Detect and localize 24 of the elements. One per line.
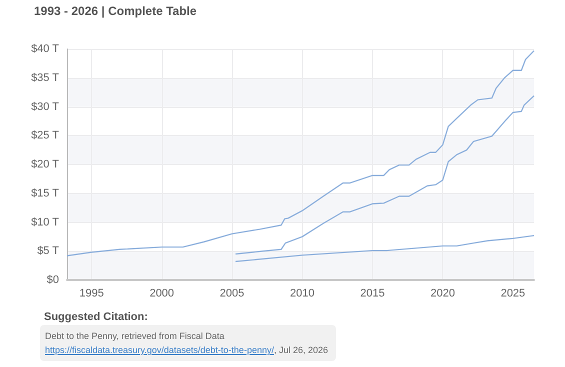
- x-tick-label: 2015: [360, 288, 385, 300]
- y-tick-label: $5 T: [37, 245, 60, 258]
- chart-title: 1993 - 2026 | Complete Table: [34, 4, 197, 18]
- y-tick-label: $0: [46, 274, 59, 286]
- x-tick-label: 2020: [430, 288, 455, 300]
- y-tick-label: $30 T: [31, 100, 60, 113]
- y-tick-label: $10 T: [31, 216, 60, 228]
- line-series: [234, 234, 535, 262]
- line-series: [234, 95, 535, 255]
- y-tick-label: $20 T: [31, 158, 60, 170]
- y-tick-label: $25 T: [31, 130, 60, 142]
- line-series: [66, 50, 535, 256]
- y-tick-label: $40 T: [31, 43, 60, 55]
- x-tick-label: 2025: [500, 288, 526, 300]
- text: Suggested Citation:: [44, 311, 148, 323]
- y-tick-label: $15 T: [31, 187, 60, 200]
- text: Debt to the Penny, retrieved from Fiscal Data: [45, 331, 224, 341]
- text: , Jul 26, 2026: [274, 345, 328, 355]
- x-tick-label: 1995: [79, 288, 104, 300]
- y-tick-label: $35 T: [31, 72, 60, 84]
- text: https://fiscaldata.treasury.gov/datasets/debt-to-the-penny/: [45, 345, 274, 355]
- x-tick-label: 2010: [290, 288, 314, 300]
- x-tick-label: 2000: [150, 288, 174, 300]
- x-tick-label: 2005: [220, 288, 244, 300]
